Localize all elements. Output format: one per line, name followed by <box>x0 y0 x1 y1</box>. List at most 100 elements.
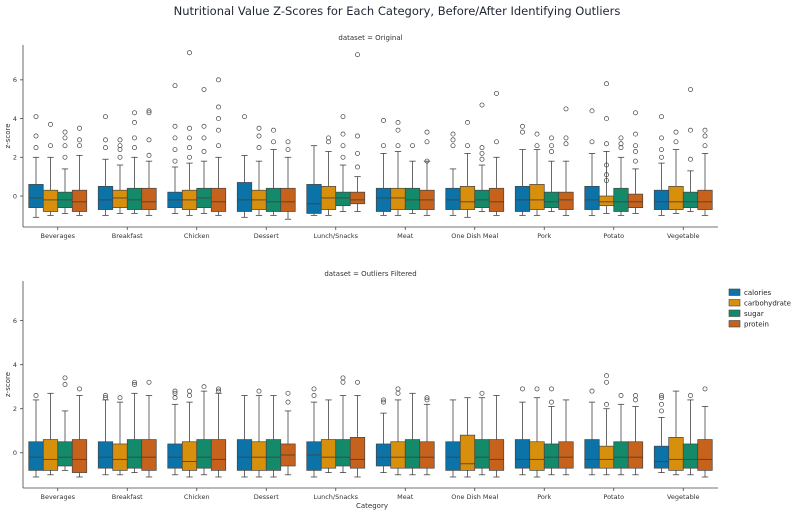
box-body <box>42 439 59 471</box>
outlier-point <box>103 137 108 143</box>
outlier-point <box>256 388 262 394</box>
box-body <box>375 443 392 467</box>
box-dessert-calories <box>236 114 253 218</box>
outlier-point <box>549 386 554 392</box>
box-body <box>112 189 128 208</box>
box-body <box>682 443 699 469</box>
box-vegetable-carbohydrate <box>668 390 684 476</box>
box-body <box>167 443 183 469</box>
outlier-point <box>355 379 360 385</box>
box-meat-carbohydrate <box>390 119 406 216</box>
outlier-point <box>340 375 346 381</box>
outlier-point <box>659 395 664 401</box>
outlier-point <box>48 143 53 149</box>
box-body <box>514 185 531 212</box>
outlier-point <box>520 123 525 129</box>
box-body <box>112 443 128 471</box>
outlier-point <box>395 143 401 149</box>
box-chicken-sugar <box>196 87 212 214</box>
legend-label-calories: calories <box>744 289 771 297</box>
outlier-point <box>618 141 624 147</box>
box-body <box>445 187 461 210</box>
box-pork-calories <box>514 123 531 216</box>
box-body <box>627 441 644 469</box>
outlier-point <box>132 145 137 151</box>
outlier-point <box>589 388 595 394</box>
box-body <box>210 187 227 212</box>
outlier-point <box>340 154 346 160</box>
outlier-point <box>33 145 39 151</box>
y-tick-label: 4 <box>13 115 17 123</box>
box-chicken-protein <box>210 386 227 478</box>
outlier-point <box>285 147 291 153</box>
box-pork-sugar <box>543 386 560 476</box>
box-beverages-protein <box>71 125 88 216</box>
outlier-point <box>201 384 207 390</box>
legend-swatch-carbohydrate <box>728 299 741 307</box>
outlier-point <box>201 149 207 154</box>
box-breakfast-carbohydrate <box>112 395 128 476</box>
outlier-point <box>604 172 609 178</box>
box-potato-calories <box>584 388 600 476</box>
box-body <box>584 439 600 469</box>
outlier-point <box>62 129 68 135</box>
legend-swatch-calories <box>728 288 741 296</box>
outlier-point <box>604 141 609 147</box>
box-body <box>474 189 490 208</box>
outlier-point <box>604 162 609 168</box>
box-meat-protein <box>419 395 435 476</box>
box-body <box>126 439 143 469</box>
outlier-point <box>633 149 638 154</box>
outlier-point <box>659 401 664 407</box>
outlier-point <box>132 110 137 116</box>
outlier-point <box>424 395 430 401</box>
outlier-point <box>604 379 609 385</box>
outlier-point <box>201 123 207 129</box>
box-body <box>349 191 366 205</box>
box-body <box>320 439 337 469</box>
box-body <box>598 445 615 469</box>
outlier-point <box>340 131 346 137</box>
box-body <box>236 182 253 212</box>
outlier-point <box>326 135 331 141</box>
box-potato-calories <box>584 108 600 216</box>
box-breakfast-sugar <box>126 379 143 473</box>
box-body <box>265 439 282 471</box>
box-body <box>558 191 574 210</box>
box-beverages-sugar <box>57 375 73 471</box>
x-tick-label: One Dish Meal <box>451 232 498 240</box>
outlier-point <box>479 156 485 162</box>
box-body <box>390 187 406 210</box>
box-dessert-calories <box>236 395 253 478</box>
x-tick-label: Breakfast <box>112 232 143 240</box>
outlier-point <box>424 397 430 403</box>
outlier-point <box>216 104 221 110</box>
facet-title: dataset = Original <box>338 34 402 42</box>
box-body <box>404 439 421 469</box>
outlier-point <box>117 154 123 160</box>
x-tick-label: Chicken <box>184 232 210 240</box>
outlier-point <box>172 83 178 89</box>
box-vegetable-sugar <box>682 87 699 212</box>
outlier-point <box>146 108 152 114</box>
outlier-point <box>465 143 470 149</box>
box-potato-sugar <box>613 135 629 216</box>
box-body <box>335 439 351 467</box>
outlier-point <box>549 135 554 141</box>
y-axis-label: z-score <box>4 372 12 397</box>
outlier-point <box>256 133 262 139</box>
outlier-point <box>62 154 68 160</box>
outlier-point <box>62 375 68 381</box>
box-body <box>306 441 322 471</box>
outlier-point <box>563 106 569 112</box>
box-one-dish-meal-carbohydrate <box>459 119 476 218</box>
outlier-point <box>187 50 192 56</box>
outlier-point <box>187 154 192 160</box>
outlier-point <box>618 135 624 141</box>
box-body <box>236 439 253 471</box>
outlier-point <box>604 81 609 87</box>
box-body <box>42 189 59 212</box>
outlier-point <box>618 393 624 398</box>
outlier-point <box>187 388 192 394</box>
